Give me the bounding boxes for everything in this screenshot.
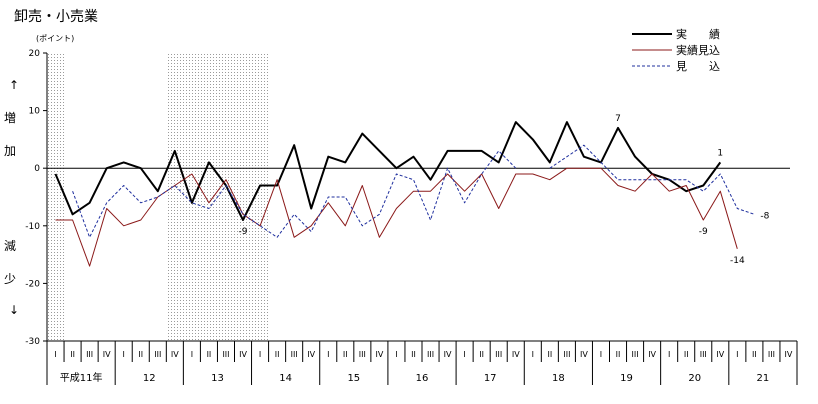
quarter-label: IV bbox=[580, 350, 588, 359]
quarter-label: IV bbox=[375, 350, 383, 359]
quarter-label: III bbox=[86, 350, 93, 359]
quarter-label: III bbox=[359, 350, 366, 359]
y-tick-label: -20 bbox=[25, 279, 40, 289]
y-caption-decrease-1: 減 bbox=[4, 238, 16, 253]
data-label: -14 bbox=[730, 256, 745, 266]
series-line-forecast bbox=[72, 144, 755, 238]
year-label: 19 bbox=[620, 373, 633, 384]
quarter-label: II bbox=[138, 350, 143, 359]
year-label: 20 bbox=[688, 373, 701, 384]
quarter-label: I bbox=[532, 350, 534, 359]
quarter-label: III bbox=[222, 350, 229, 359]
quarter-label: IV bbox=[307, 350, 315, 359]
quarter-label: I bbox=[668, 350, 670, 359]
y-tick-label: 10 bbox=[29, 107, 41, 117]
quarter-label: III bbox=[632, 350, 639, 359]
quarter-label: III bbox=[700, 350, 707, 359]
year-label: 13 bbox=[211, 373, 224, 384]
y-tick-label: 20 bbox=[29, 49, 41, 59]
year-label: 平成11年 bbox=[60, 371, 103, 384]
chart-title: 卸売・小売業 bbox=[14, 9, 98, 25]
quarter-label: IV bbox=[648, 350, 656, 359]
series-line-estimate bbox=[55, 167, 738, 267]
quarter-label: I bbox=[736, 350, 738, 359]
y-caption-increase-2: 加 bbox=[4, 144, 16, 158]
legend-label-estimate: 実績見込 bbox=[676, 43, 720, 57]
year-label: 17 bbox=[484, 373, 497, 384]
quarter-label: I bbox=[395, 350, 397, 359]
shaded-period-0 bbox=[47, 53, 65, 341]
quarter-label: III bbox=[154, 350, 161, 359]
year-label: 12 bbox=[143, 373, 156, 384]
quarter-label: I bbox=[600, 350, 602, 359]
quarter-label: II bbox=[343, 350, 348, 359]
y-caption-increase-1: 増 bbox=[4, 111, 16, 125]
quarter-label: IV bbox=[103, 350, 111, 359]
quarter-label: II bbox=[752, 350, 757, 359]
quarter-label: I bbox=[123, 350, 125, 359]
quarter-label: I bbox=[259, 350, 261, 359]
quarter-label: II bbox=[411, 350, 416, 359]
quarter-label: II bbox=[275, 350, 280, 359]
quarter-label: IV bbox=[785, 350, 793, 359]
quarter-label: I bbox=[191, 350, 193, 359]
data-label: -9 bbox=[239, 227, 248, 237]
quarter-label: II bbox=[70, 350, 75, 359]
data-label: -9 bbox=[699, 227, 708, 237]
year-label: 18 bbox=[552, 373, 565, 384]
data-label: 1 bbox=[717, 148, 723, 158]
quarter-label: III bbox=[495, 350, 502, 359]
quarter-label: I bbox=[327, 350, 329, 359]
quarter-label: II bbox=[684, 350, 689, 359]
year-label: 14 bbox=[279, 373, 292, 384]
quarter-label: IV bbox=[512, 350, 520, 359]
y-caption-down-arrow: ↓ bbox=[9, 303, 19, 317]
year-label: 21 bbox=[757, 373, 770, 384]
y-caption-up-arrow: ↑ bbox=[9, 78, 19, 92]
quarter-label: IV bbox=[239, 350, 247, 359]
quarter-label: II bbox=[547, 350, 552, 359]
quarter-label: IV bbox=[444, 350, 452, 359]
legend: 実 績 実績見込 見 込 bbox=[632, 27, 720, 73]
y-caption-decrease-2: 少 bbox=[4, 272, 16, 286]
y-axis-caption: ↑ 増 加 減 少 ↓ bbox=[4, 78, 19, 317]
legend-label-forecast: 見 込 bbox=[676, 60, 720, 73]
legend-label-actual: 実 績 bbox=[676, 27, 720, 41]
quarter-label: II bbox=[207, 350, 212, 359]
y-tick-label: -30 bbox=[25, 337, 40, 347]
y-tick-label: -10 bbox=[25, 222, 40, 232]
year-label: 16 bbox=[416, 373, 429, 384]
quarter-label: IV bbox=[716, 350, 724, 359]
quarter-label: IV bbox=[171, 350, 179, 359]
series-line-actual bbox=[54, 121, 722, 221]
year-label: 15 bbox=[347, 373, 360, 384]
quarter-label: I bbox=[54, 350, 56, 359]
quarter-label: III bbox=[768, 350, 775, 359]
data-label: -8 bbox=[760, 211, 769, 221]
quarter-label: II bbox=[479, 350, 484, 359]
quarter-label: II bbox=[616, 350, 621, 359]
quarter-label: I bbox=[463, 350, 465, 359]
quarter-label: III bbox=[427, 350, 434, 359]
data-label: 7 bbox=[615, 114, 621, 124]
quarter-label: III bbox=[291, 350, 298, 359]
quarter-label: III bbox=[563, 350, 570, 359]
unit-label: (ポイント) bbox=[36, 34, 74, 43]
y-tick-label: 0 bbox=[34, 164, 40, 174]
